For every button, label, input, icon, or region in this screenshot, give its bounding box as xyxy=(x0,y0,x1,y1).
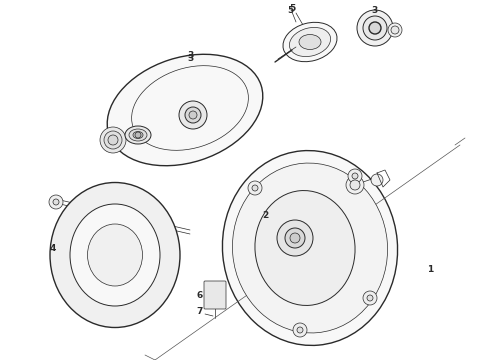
Circle shape xyxy=(367,295,373,301)
Ellipse shape xyxy=(283,22,337,62)
Text: 3: 3 xyxy=(187,50,193,59)
Ellipse shape xyxy=(70,204,160,306)
Ellipse shape xyxy=(125,126,151,144)
Circle shape xyxy=(357,10,393,46)
Circle shape xyxy=(277,220,313,256)
Circle shape xyxy=(100,127,126,153)
Ellipse shape xyxy=(222,150,397,346)
FancyBboxPatch shape xyxy=(204,281,226,309)
Circle shape xyxy=(369,22,381,34)
Circle shape xyxy=(297,327,303,333)
Text: 5: 5 xyxy=(289,4,295,13)
Circle shape xyxy=(363,291,377,305)
Ellipse shape xyxy=(50,183,180,328)
Ellipse shape xyxy=(299,35,321,50)
Circle shape xyxy=(108,135,118,145)
Circle shape xyxy=(348,169,362,183)
Text: 5: 5 xyxy=(287,5,293,14)
Circle shape xyxy=(293,323,307,337)
Text: 4: 4 xyxy=(50,243,56,252)
Circle shape xyxy=(346,176,364,194)
Text: 7: 7 xyxy=(197,307,203,316)
Circle shape xyxy=(350,180,360,190)
Circle shape xyxy=(104,131,122,149)
Circle shape xyxy=(285,228,305,248)
Circle shape xyxy=(363,16,387,40)
Ellipse shape xyxy=(107,54,263,166)
Circle shape xyxy=(49,195,63,209)
Ellipse shape xyxy=(232,163,388,333)
Circle shape xyxy=(252,185,258,191)
Circle shape xyxy=(391,26,399,34)
Circle shape xyxy=(388,23,402,37)
Ellipse shape xyxy=(255,190,355,305)
Circle shape xyxy=(290,233,300,243)
Text: 3: 3 xyxy=(187,54,193,63)
Circle shape xyxy=(185,107,201,123)
Text: 3: 3 xyxy=(372,5,378,14)
Ellipse shape xyxy=(133,131,143,139)
Ellipse shape xyxy=(290,27,331,57)
Ellipse shape xyxy=(88,224,143,286)
Circle shape xyxy=(179,101,207,129)
Text: 6: 6 xyxy=(197,291,203,300)
Circle shape xyxy=(135,132,141,138)
Circle shape xyxy=(53,199,59,205)
Ellipse shape xyxy=(129,129,147,141)
Circle shape xyxy=(189,111,197,119)
Circle shape xyxy=(371,174,383,186)
Text: 1: 1 xyxy=(427,266,433,274)
Circle shape xyxy=(248,181,262,195)
Circle shape xyxy=(352,173,358,179)
Text: 2: 2 xyxy=(262,211,268,220)
